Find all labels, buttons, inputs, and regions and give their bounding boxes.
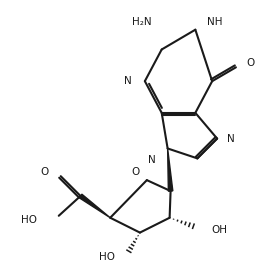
Polygon shape [168,149,173,191]
Text: O: O [41,167,49,177]
Text: HO: HO [99,252,115,262]
Text: N: N [227,134,235,144]
Text: H₂N: H₂N [132,17,152,27]
Text: HO: HO [21,215,37,225]
Text: O: O [247,58,255,68]
Text: N: N [124,76,132,86]
Text: O: O [132,167,140,177]
Polygon shape [79,194,110,218]
Text: N: N [148,155,156,165]
Text: OH: OH [211,225,227,235]
Text: NH: NH [207,17,223,27]
